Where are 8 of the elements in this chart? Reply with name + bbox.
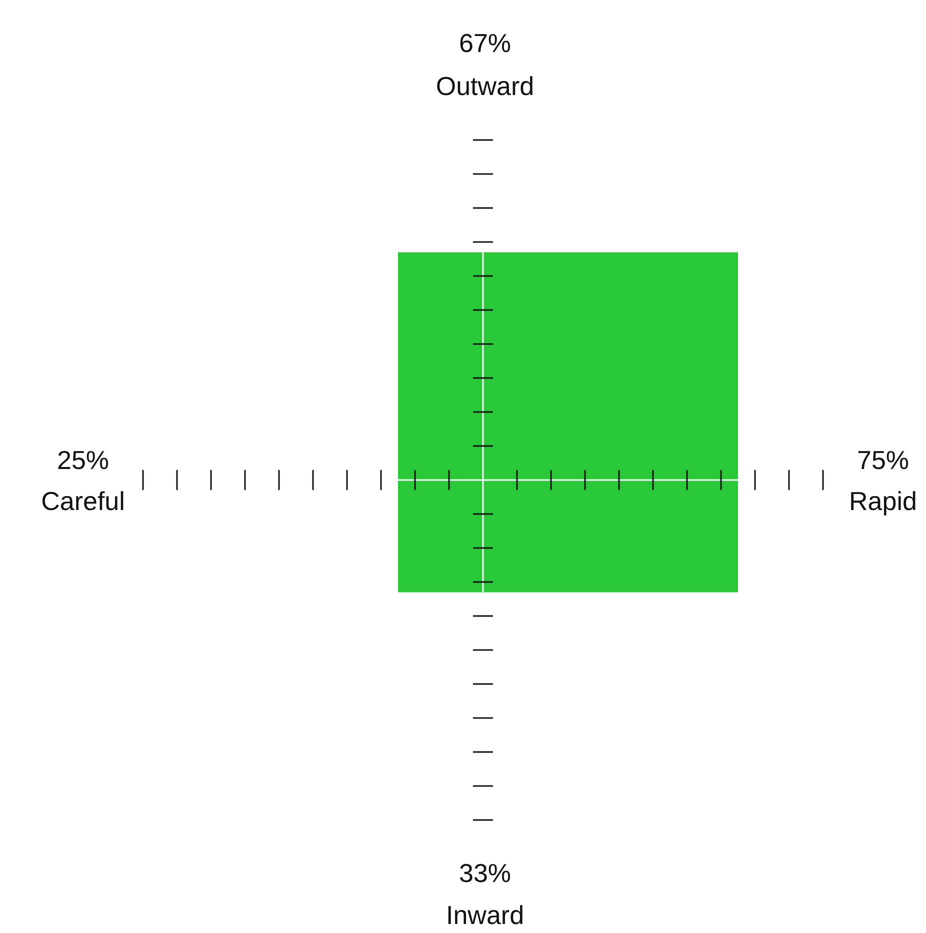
data-label: 75% (856, 445, 910, 476)
data-label: 25% (56, 445, 110, 476)
data-label: 33% (458, 858, 512, 888)
data-label: 67% (458, 28, 512, 58)
category-label: Outward (436, 71, 534, 102)
category-label: Careful (41, 486, 125, 516)
category-label: Rapid (849, 486, 917, 516)
category-label: Inward (446, 900, 524, 930)
